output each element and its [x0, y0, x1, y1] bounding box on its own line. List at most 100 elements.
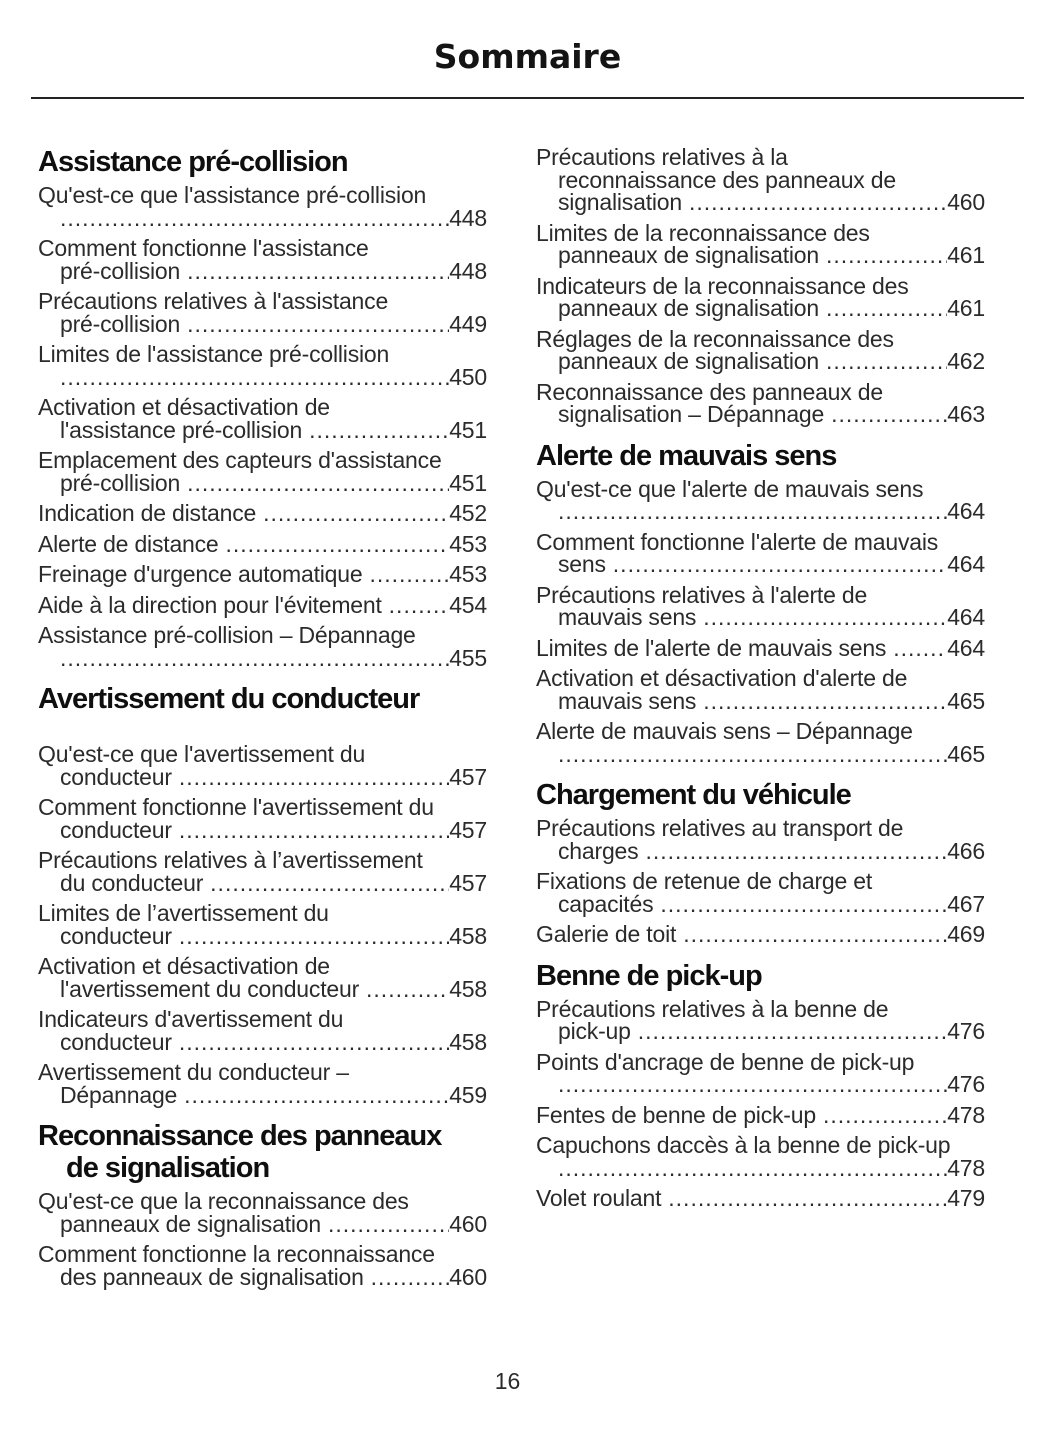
toc-entry: Réglages de la reconnaissance des panneau…: [536, 327, 985, 373]
toc-entry-leader-line: pré-collision...........................…: [38, 310, 487, 337]
dot-leader: ........................................…: [178, 924, 450, 947]
dot-leader: ........................................…: [187, 312, 449, 335]
toc-entry: Activation et désactivation de l'avertiss…: [38, 955, 487, 1000]
dot-leader: ........................................…: [178, 818, 450, 841]
dot-leader: ........................................…: [558, 742, 947, 765]
toc-entry-text: conducteur: [60, 816, 172, 843]
toc-entry: Volet roulant...........................…: [536, 1187, 985, 1210]
toc-entry-leader-line: Aide à la direction pour l'évitement....…: [38, 593, 487, 617]
section-entries: Précautions relatives à la benne de pick-…: [536, 997, 985, 1210]
toc-entry-page-number: 460: [449, 1263, 487, 1290]
toc-entry-leader-line: Galerie de toit.........................…: [536, 923, 985, 946]
toc-entry: Comment fonctionne l'avertissement du con…: [38, 796, 487, 841]
toc-entry-page-number: 449: [449, 310, 487, 337]
toc-entry: Qu'est-ce que la reconnaissance des panne…: [38, 1190, 487, 1235]
dot-leader: ........................................…: [263, 502, 449, 525]
toc-entry-leader-line: Freinage d'urgence automatique..........…: [38, 563, 487, 586]
toc-entry: Alerte de distance......................…: [38, 532, 487, 556]
dot-leader: ........................................…: [660, 892, 947, 915]
toc-section: Avertissement du conducteur Qu'est-ce que…: [38, 683, 487, 1106]
section-heading-line: Assistance pré-collision: [38, 146, 349, 178]
toc-entry-page-number: 457: [449, 869, 487, 896]
dot-leader: ........................................…: [225, 532, 450, 555]
toc-section: Assistance pré-collision Qu'est-ce que l'…: [38, 146, 487, 669]
dot-leader: ........................................…: [683, 923, 947, 946]
toc-entry-page-number: 460: [947, 189, 985, 215]
toc-section: Précautions relatives à la reconnaissance…: [536, 146, 985, 426]
toc-entry-page-number: 448: [449, 257, 487, 284]
toc-entry-page-number: 458: [449, 975, 487, 1002]
toc-entry-text: Galerie de toit: [536, 921, 677, 947]
toc-entry-leader-line: Dépannage...............................…: [38, 1081, 487, 1108]
toc-entry-text-line: reconnaissance des panneaux de: [558, 166, 896, 193]
section-entries: Qu'est-ce que l'alerte de mauvais sens..…: [536, 477, 985, 767]
toc-entry-text-line: Activation et désactivation de: [38, 953, 330, 979]
toc-entry-text: l'assistance pré-collision: [60, 416, 303, 443]
toc-entry: Précautions relatives à l'alerte de mauva…: [536, 581, 985, 629]
section-heading: Assistance pré-collision: [38, 146, 487, 178]
dot-leader: ........................................…: [703, 689, 948, 712]
dot-leader: ........................................…: [637, 1020, 947, 1043]
toc-entry-text-line: Qu'est-ce que la reconnaissance des: [38, 1188, 409, 1214]
section-heading: Alerte de mauvais sens: [536, 440, 985, 472]
toc-entry: Galerie de toit.........................…: [536, 923, 985, 946]
section-heading-line: de signalisation: [66, 1152, 270, 1184]
toc-entry-text-line: Comment fonctionne l'alerte de mauvais: [536, 528, 939, 555]
toc-entry-leader-line: ........................................…: [38, 204, 487, 231]
toc-entry: Indication de distance..................…: [38, 502, 487, 525]
toc-entry-leader-line: signalisation...........................…: [536, 191, 985, 214]
toc-entry-text-line: Limites de l'assistance pré-collision: [38, 341, 390, 367]
toc-section: Alerte de mauvais sens Qu'est-ce que l'al…: [536, 440, 985, 766]
dot-leader: ........................................…: [366, 977, 450, 1000]
dot-leader: ........................................…: [210, 871, 449, 894]
toc-entry-leader-line: Alerte de distance......................…: [38, 532, 487, 556]
toc-entry-leader-line: capacités...............................…: [536, 890, 985, 917]
toc-entry-leader-line: conducteur..............................…: [38, 1030, 487, 1054]
toc-entry-page-number: 457: [449, 816, 487, 843]
toc-entry-page-number: 451: [449, 416, 487, 443]
toc-entry: Comment fonctionne l'assistance pré-colli…: [38, 237, 487, 282]
toc-entry: Précautions relatives à la reconnaissance…: [536, 146, 985, 214]
section-heading-line: Reconnaissance des panneaux: [38, 1120, 442, 1152]
toc-entry-text: conducteur: [60, 922, 172, 949]
toc-entry-text-line: Emplacement des capteurs d'assistance: [38, 447, 442, 473]
toc-entry: Limites de l'alerte de mauvais sens.....…: [536, 636, 985, 660]
toc-entry-page-number: 478: [947, 1101, 985, 1128]
toc-entry: Fentes de benne de pick-up..............…: [536, 1101, 985, 1128]
toc-entry-leader-line: Limites de l'alerte de mauvais sens.....…: [536, 636, 985, 660]
toc-entry: Fixations de retenue de charge et capacit…: [536, 870, 985, 915]
toc-entry-leader-line: conducteur..............................…: [38, 922, 487, 949]
toc-entry-page-number: 465: [947, 740, 985, 767]
dot-leader: ........................................…: [178, 1030, 450, 1053]
toc-entry: Limites de la reconnaissance des panneaux…: [536, 221, 985, 268]
toc-entry: Activation et désactivation de l'assistan…: [38, 396, 487, 441]
toc-entry-page-number: 459: [449, 1081, 487, 1108]
toc-entry-leader-line: l'avertissement du conducteur...........…: [38, 975, 487, 1002]
toc-entry-leader-line: signalisation – Dépannage...............…: [536, 403, 985, 426]
toc-entry-leader-line: l'assistance pré-collision..............…: [38, 416, 487, 443]
toc-entry-leader-line: conducteur..............................…: [38, 816, 487, 843]
dot-leader: ........................................…: [187, 259, 449, 282]
toc-section: Chargement du véhicule Précautions relati…: [536, 779, 985, 946]
toc-entry-text: pick-up: [558, 1018, 631, 1044]
toc-entry-text: du conducteur: [60, 869, 204, 896]
toc-entry-page-number: 464: [947, 551, 985, 577]
toc-entry-text-line: Alerte de mauvais sens – Dépannage: [536, 718, 913, 744]
toc-content: Assistance pré-collision Qu'est-ce que l'…: [0, 99, 1055, 1296]
toc-entry-text: des panneaux de signalisation: [60, 1263, 364, 1290]
toc-entry: Précautions relatives à l’avertissement d…: [38, 849, 487, 894]
dot-leader: ........................................…: [370, 1265, 450, 1288]
page-number: 16: [494, 1368, 521, 1394]
toc-entry-text-line: Précautions relatives à la: [536, 144, 788, 170]
toc-entry-text-line: Précautions relatives à l’avertissement: [38, 847, 423, 873]
section-heading-line: Alerte de mauvais sens: [536, 439, 837, 472]
toc-entry: Emplacement des capteurs d'assistance pré…: [38, 449, 487, 494]
title-divider: [31, 97, 1024, 99]
toc-entry-text-line: Précautions relatives à l'alerte de: [536, 581, 868, 608]
toc-entry-page-number: 461: [947, 242, 985, 268]
toc-entry: Comment fonctionne l'alerte de mauvais se…: [536, 528, 985, 577]
toc-entry-text: capacités: [558, 890, 654, 917]
dot-leader: ........................................…: [388, 593, 450, 616]
toc-entry-page-number: 448: [449, 204, 487, 231]
toc-entry: Aide à la direction pour l'évitement....…: [38, 593, 487, 617]
